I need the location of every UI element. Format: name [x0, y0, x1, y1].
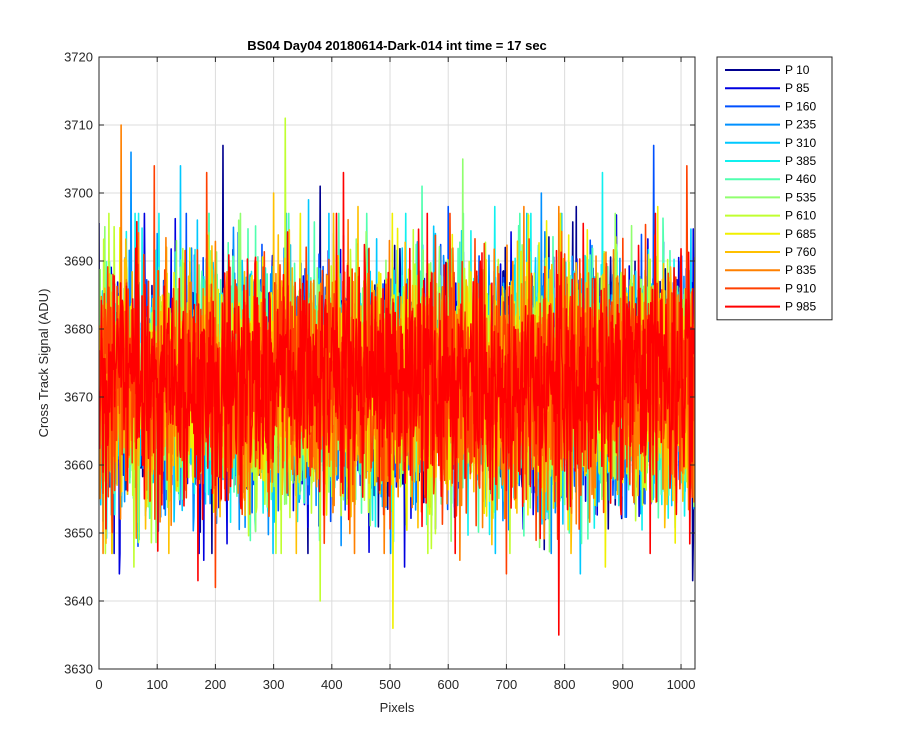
series-line-14: [99, 171, 695, 636]
chart-title: BS04 Day04 20180614-Dark-014 int time = …: [247, 38, 547, 53]
x-tick-label-8: 800: [554, 677, 576, 692]
y-tick-label-6: 3690: [64, 254, 93, 269]
x-tick-label-0: 0: [95, 677, 102, 692]
x-tick-label-9: 900: [612, 677, 634, 692]
x-tick-label-2: 200: [205, 677, 227, 692]
y-tick-label-5: 3680: [64, 322, 93, 337]
legend-label-3: P 160: [785, 99, 816, 113]
y-tick-label-9: 3720: [64, 50, 93, 65]
legend-label-11: P 760: [785, 245, 816, 259]
legend: P 10 P 85 P 160 P 235 P 310 P 385 P 460 P 535 P …: [716, 56, 833, 321]
legend-label-14: P 985: [785, 300, 816, 314]
legend-label-4: P 235: [785, 118, 816, 132]
legend-label-1: P 10: [785, 63, 810, 77]
x-axis-label: Pixels: [380, 700, 415, 715]
axis-ticks: 0 100 200 300 400 500 600 700 800 900 1000 3630 3640…: [64, 50, 695, 693]
legend-label-6: P 385: [785, 154, 816, 168]
legend-label-12: P 835: [785, 263, 816, 277]
legend-label-7: P 460: [785, 172, 816, 186]
x-tick-label-6: 600: [437, 677, 459, 692]
y-tick-label-3: 3660: [64, 458, 93, 473]
legend-label-5: P 310: [785, 136, 816, 150]
x-tick-label-5: 500: [379, 677, 401, 692]
x-tick-label-3: 300: [263, 677, 285, 692]
x-tick-label-10: 1000: [667, 677, 696, 692]
y-tick-label-7: 3700: [64, 186, 93, 201]
legend-label-2: P 85: [785, 81, 810, 95]
x-tick-label-4: 400: [321, 677, 343, 692]
legend-label-13: P 910: [785, 281, 816, 295]
plot-frame: [98, 56, 696, 670]
y-tick-label-1: 3640: [64, 594, 93, 609]
y-tick-label-4: 3670: [64, 390, 93, 405]
y-tick-label-8: 3710: [64, 118, 93, 133]
y-tick-label-0: 3630: [64, 662, 93, 677]
x-tick-label-7: 700: [496, 677, 518, 692]
y-axis-label: Cross Track Signal (ADU): [36, 289, 51, 438]
legend-label-8: P 535: [785, 190, 816, 204]
x-tick-label-1: 100: [146, 677, 168, 692]
plot-area: [99, 117, 695, 636]
legend-box: [716, 56, 833, 321]
legend-label-9: P 610: [785, 209, 816, 223]
y-tick-label-2: 3650: [64, 526, 93, 541]
series-lines: [99, 117, 695, 636]
legend-label-10: P 685: [785, 227, 816, 241]
